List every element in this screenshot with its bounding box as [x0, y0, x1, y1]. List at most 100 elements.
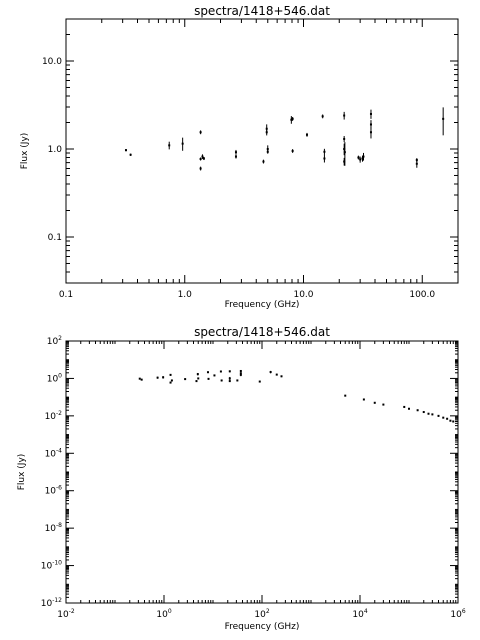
chart-top-data-point: [343, 151, 346, 154]
chart-top-data-point: [357, 156, 360, 159]
chart-top-data-point: [234, 151, 237, 154]
chart-top-data-point: [369, 131, 372, 134]
chart-bottom-data-point: [442, 416, 445, 419]
chart-top-data-point: [168, 144, 171, 147]
chart-bottom-data-point: [228, 377, 231, 380]
chart-bottom-ytick-label: 100: [47, 372, 62, 384]
chart-bottom-data-point: [228, 380, 231, 383]
chart-top-data-point: [362, 155, 365, 158]
chart-top-xtick-label: 1.0: [178, 290, 193, 300]
chart-bottom-data-point: [362, 398, 365, 401]
chart-bottom-data-point: [170, 379, 173, 382]
chart-top-xtick-label: 0.1: [59, 290, 73, 300]
chart-top-data-point: [124, 149, 127, 152]
chart-bottom-data-point: [195, 380, 198, 383]
chart-bottom-ytick-label: 10-4: [45, 447, 63, 459]
chart-bottom-data-point: [140, 378, 143, 381]
chart-top-data-point: [266, 147, 269, 150]
chart-bottom-ytick-label: 10-12: [41, 597, 62, 609]
chart-top-title: spectra/1418+546.dat: [194, 4, 330, 18]
chart-bottom-data-point: [228, 370, 231, 373]
chart-bottom-data-point: [169, 373, 172, 376]
chart-top-data-point: [321, 115, 324, 118]
chart-bottom-data-point: [239, 372, 242, 375]
chart-top-ticks: 0.1 1.0 10.0 100.0 0.1 1.0 10.0: [42, 19, 458, 300]
chart-bottom-xtick-label: 100: [156, 608, 171, 620]
chart-top-data-point: [291, 149, 294, 152]
chart-top-data-point: [265, 131, 268, 134]
chart-bottom: spectra/1418+546.dat 10-2 100 102 104 10610-…: [17, 325, 466, 632]
chart-bottom-data-point: [169, 381, 172, 384]
chart-bottom-data-point: [162, 376, 165, 379]
chart-bottom-data-point: [236, 379, 239, 382]
chart-top-data-point: [199, 157, 202, 160]
chart-top-ytick-label: 10.0: [42, 57, 62, 67]
chart-bottom-data-point: [408, 407, 410, 410]
chart-bottom-data-point: [258, 380, 261, 383]
chart-bottom-xlabel: Frequency (GHz): [225, 622, 300, 632]
chart-top-data-point: [369, 123, 372, 126]
chart-top-data-point: [291, 117, 294, 120]
chart-bottom-data-point: [239, 369, 242, 372]
chart-top-ytick-label: 0.1: [48, 233, 62, 243]
chart-top-data-point: [181, 142, 184, 145]
chart-top-data-point: [262, 160, 265, 163]
chart-top-data-point: [343, 160, 346, 163]
chart-bottom-data-point: [280, 375, 283, 378]
chart-bottom-data-point: [184, 378, 187, 381]
chart-top-data-point: [343, 147, 346, 150]
chart-bottom-data-point: [373, 401, 376, 404]
chart-top-data-point: [359, 158, 362, 161]
chart-bottom-xtick-label: 106: [450, 608, 465, 620]
chart-bottom-data-point: [382, 403, 385, 406]
chart-bottom-data-point: [219, 370, 222, 373]
chart-bottom-data-point: [196, 373, 199, 376]
chart-bottom-data-point: [239, 373, 242, 376]
chart-top-frame: [65, 18, 459, 284]
chart-top-data-point: [199, 167, 202, 170]
chart-top-ytick-label: 1.0: [48, 145, 63, 155]
chart-bottom-frame: [65, 340, 459, 604]
chart-top-data-point: [415, 162, 418, 165]
chart-bottom-data-point: [220, 379, 223, 382]
chart-top-data-point: [266, 150, 269, 153]
chart-bottom-data-point: [213, 374, 216, 377]
chart-bottom-data-point: [449, 419, 452, 422]
chart-bottom-data-point: [206, 371, 209, 374]
chart-top-data-point: [290, 118, 293, 121]
chart-top: spectra/1418+546.dat 0.1 1.0 10.0 100.0 0.1 1…: [20, 4, 459, 310]
chart-bottom-title: spectra/1418+546.dat: [194, 325, 330, 339]
chart-bottom-data-point: [156, 376, 159, 379]
chart-top-xtick-label: 10.0: [293, 290, 313, 300]
chart-bottom-ylabel: Flux (Jy): [17, 454, 27, 491]
chart-bottom-data-point: [422, 411, 425, 414]
chart-bottom-ytick-label: 10-8: [45, 522, 63, 534]
chart-bottom-xtick-label: 102: [254, 608, 269, 620]
chart-top-data-point: [369, 112, 372, 115]
chart-bottom-ytick-label: 102: [47, 335, 62, 347]
chart-bottom-data-point: [431, 413, 434, 416]
chart-bottom-ytick-label: 10-6: [45, 485, 63, 497]
chart-bottom-points: [138, 369, 455, 423]
chart-top-data-point: [305, 133, 308, 136]
chart-top-data-point: [415, 158, 418, 161]
chart-top-data-point: [323, 157, 326, 160]
chart-top-data-point: [442, 117, 445, 120]
chart-bottom-ticks: 10-2 100 102 104 106 10-12 10-10 10-8 10-6 10-4 10…: [41, 335, 466, 620]
chart-top-data-point: [343, 114, 346, 117]
chart-top-data-point: [343, 137, 346, 140]
chart-bottom-ytick-label: 10-2: [45, 410, 63, 422]
chart-bottom-data-point: [427, 412, 430, 415]
chart-top-data-point: [361, 157, 364, 160]
chart-bottom-data-point: [416, 409, 419, 412]
chart-top-data-point: [199, 131, 202, 134]
chart-top-xtick-label: 100.0: [409, 290, 435, 300]
chart-bottom-data-point: [344, 394, 347, 397]
chart-bottom-data-point: [446, 417, 449, 420]
chart-top-points: [124, 107, 445, 171]
chart-top-data-point: [323, 150, 326, 153]
chart-bottom-data-point: [269, 371, 272, 374]
chart-bottom-data-point: [138, 377, 141, 380]
chart-bottom-data-point: [452, 420, 455, 423]
